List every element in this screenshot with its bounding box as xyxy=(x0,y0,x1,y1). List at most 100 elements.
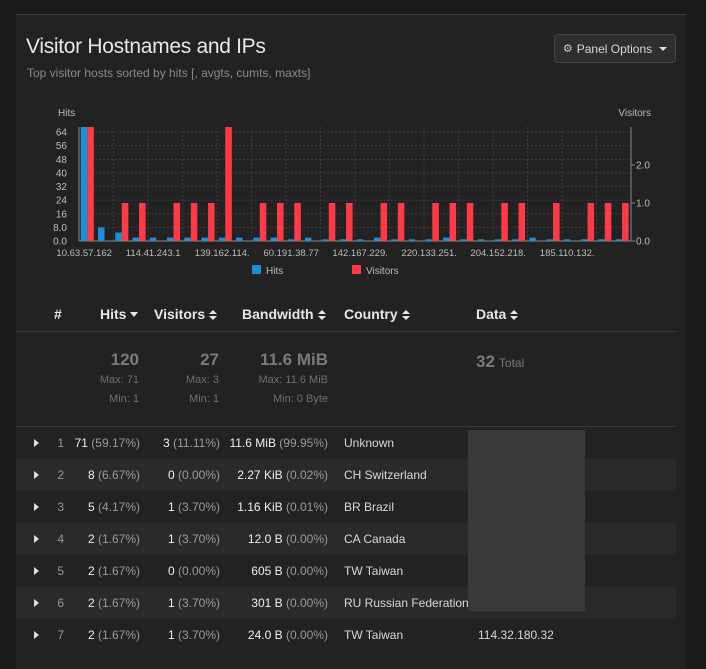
summary-visitors-max: Max: 3 xyxy=(185,374,219,386)
bar-visitors xyxy=(173,203,181,241)
bar-hits xyxy=(304,237,312,241)
row-hits-value: 8 xyxy=(87,468,95,482)
bar-hits xyxy=(598,239,605,241)
summary-visitors-min: Min: 1 xyxy=(189,393,219,405)
row-bandwidth: 605 B (0.00%) xyxy=(222,564,328,578)
bar-visitors xyxy=(466,203,474,241)
bar-hits xyxy=(322,239,329,241)
bar-visitors xyxy=(259,203,267,241)
bar-hits xyxy=(166,237,174,241)
row-data: 114.32.180.32 xyxy=(478,628,554,642)
x-tick-label: 220.133.251. xyxy=(401,248,456,259)
row-bandwidth-value: 1.16 KiB xyxy=(237,500,283,514)
row-visitors-value: 1 xyxy=(167,628,175,642)
row-visitors: 0 (0.00%) xyxy=(152,564,220,578)
expand-row-icon[interactable] xyxy=(34,535,39,543)
col-header-country[interactable]: Country xyxy=(344,306,410,322)
y-left-tick-label: 48 xyxy=(56,155,68,166)
bar-hits xyxy=(373,237,381,241)
bar-hits xyxy=(460,239,467,241)
panel-options-button[interactable]: ⚙ Panel Options xyxy=(554,34,676,63)
row-hits: 71 (59.17%) xyxy=(72,436,140,450)
col-header-visitors[interactable]: Visitors xyxy=(154,306,218,322)
row-visitors-pct: (3.70%) xyxy=(177,532,220,546)
bar-hits xyxy=(546,239,554,241)
bar-hits xyxy=(494,239,502,241)
y-left-tick-label: 0.0 xyxy=(53,237,67,248)
expand-row-icon[interactable] xyxy=(34,471,39,479)
row-visitors-value: 0 xyxy=(167,564,175,578)
bar-visitors xyxy=(380,203,388,241)
bar-hits xyxy=(477,239,485,241)
row-hits-pct: (1.67%) xyxy=(97,564,140,578)
sort-icon xyxy=(209,310,218,320)
row-bandwidth-value: 11.6 MiB xyxy=(229,436,276,450)
expand-row-icon[interactable] xyxy=(34,567,39,575)
row-bandwidth: 301 B (0.00%) xyxy=(222,596,328,610)
row-bandwidth: 2.27 KiB (0.02%) xyxy=(222,468,328,482)
x-tick-label: 114.41.243.1 xyxy=(126,248,181,259)
expand-row-icon[interactable] xyxy=(34,503,39,511)
row-hits-value: 5 xyxy=(87,500,95,514)
y-left-tick-label: 16 xyxy=(56,209,68,220)
bar-visitors xyxy=(501,203,508,241)
y-left-tick-label: 32 xyxy=(56,182,68,193)
legend-swatch-hits xyxy=(252,265,261,274)
y-left-axis-title: Hits xyxy=(58,108,75,119)
table-row[interactable]: 1 71 (59.17%) 3 (11.11%) 11.6 MiB (99.95%) U… xyxy=(16,427,676,459)
row-hits-value: 71 xyxy=(74,436,88,450)
row-visitors: 1 (3.70%) xyxy=(152,532,220,546)
legend-swatch-visitors xyxy=(352,265,361,274)
row-hits-value: 2 xyxy=(87,532,95,546)
bar-hits xyxy=(425,239,433,241)
row-bandwidth: 12.0 B (0.00%) xyxy=(222,532,328,546)
row-hits-pct: (6.67%) xyxy=(97,468,140,482)
row-bandwidth-pct: (0.00%) xyxy=(285,596,328,610)
bar-visitors xyxy=(121,203,129,241)
row-index: 3 xyxy=(57,500,64,514)
expand-row-icon[interactable] xyxy=(34,439,39,447)
row-hits: 2 (1.67%) xyxy=(72,596,140,610)
row-hits: 2 (1.67%) xyxy=(72,628,140,642)
row-visitors-value: 1 xyxy=(167,596,175,610)
row-index: 7 xyxy=(57,628,64,642)
col-header-bandwidth[interactable]: Bandwidth xyxy=(242,306,326,322)
panel-subtitle: Top visitor hosts sorted by hits [, avgt… xyxy=(27,66,311,80)
row-visitors-value: 1 xyxy=(167,532,175,546)
row-hits-pct: (1.67%) xyxy=(97,596,140,610)
y-left-tick-label: 56 xyxy=(56,141,68,152)
sort-icon xyxy=(510,310,519,320)
summary-bandwidth-min: Min: 0 Byte xyxy=(272,393,328,405)
redacted-block xyxy=(468,430,585,611)
col-header-data[interactable]: Data xyxy=(476,306,519,322)
row-visitors: 3 (11.11%) xyxy=(152,436,220,450)
bar-hits xyxy=(80,127,88,241)
bar-hits xyxy=(270,237,278,241)
bar-hits xyxy=(184,237,191,241)
y-right-tick-label: 0.0 xyxy=(636,237,650,248)
bar-visitors xyxy=(139,203,146,241)
col-header-bandwidth-label: Bandwidth xyxy=(242,306,314,322)
expand-row-icon[interactable] xyxy=(34,631,39,639)
sort-icon xyxy=(317,310,326,320)
caret-down-icon xyxy=(659,46,668,51)
bar-visitors xyxy=(587,203,595,241)
expand-row-icon[interactable] xyxy=(34,599,39,607)
bar-hits xyxy=(253,237,260,241)
row-visitors-pct: (3.70%) xyxy=(177,500,220,514)
bar-visitors xyxy=(622,203,629,241)
bar-visitors xyxy=(277,203,284,241)
bar-visitors xyxy=(87,127,94,241)
bar-hits xyxy=(235,237,243,241)
col-header-hits[interactable]: Hits xyxy=(100,306,139,322)
bar-hits xyxy=(356,239,364,241)
col-header-visitors-label: Visitors xyxy=(154,306,206,322)
hits-visitors-chart: 0.0 8.0 16 24 32 40 48 56 64 0.0 1.0 2.0 Hits Visitor… xyxy=(53,108,651,277)
x-tick-label: 142.167.229. xyxy=(332,248,387,259)
row-bandwidth: 11.6 MiB (99.95%) xyxy=(222,436,328,450)
summary-data-total: 32 Total xyxy=(476,352,524,372)
row-hits-pct: (1.67%) xyxy=(97,532,140,546)
